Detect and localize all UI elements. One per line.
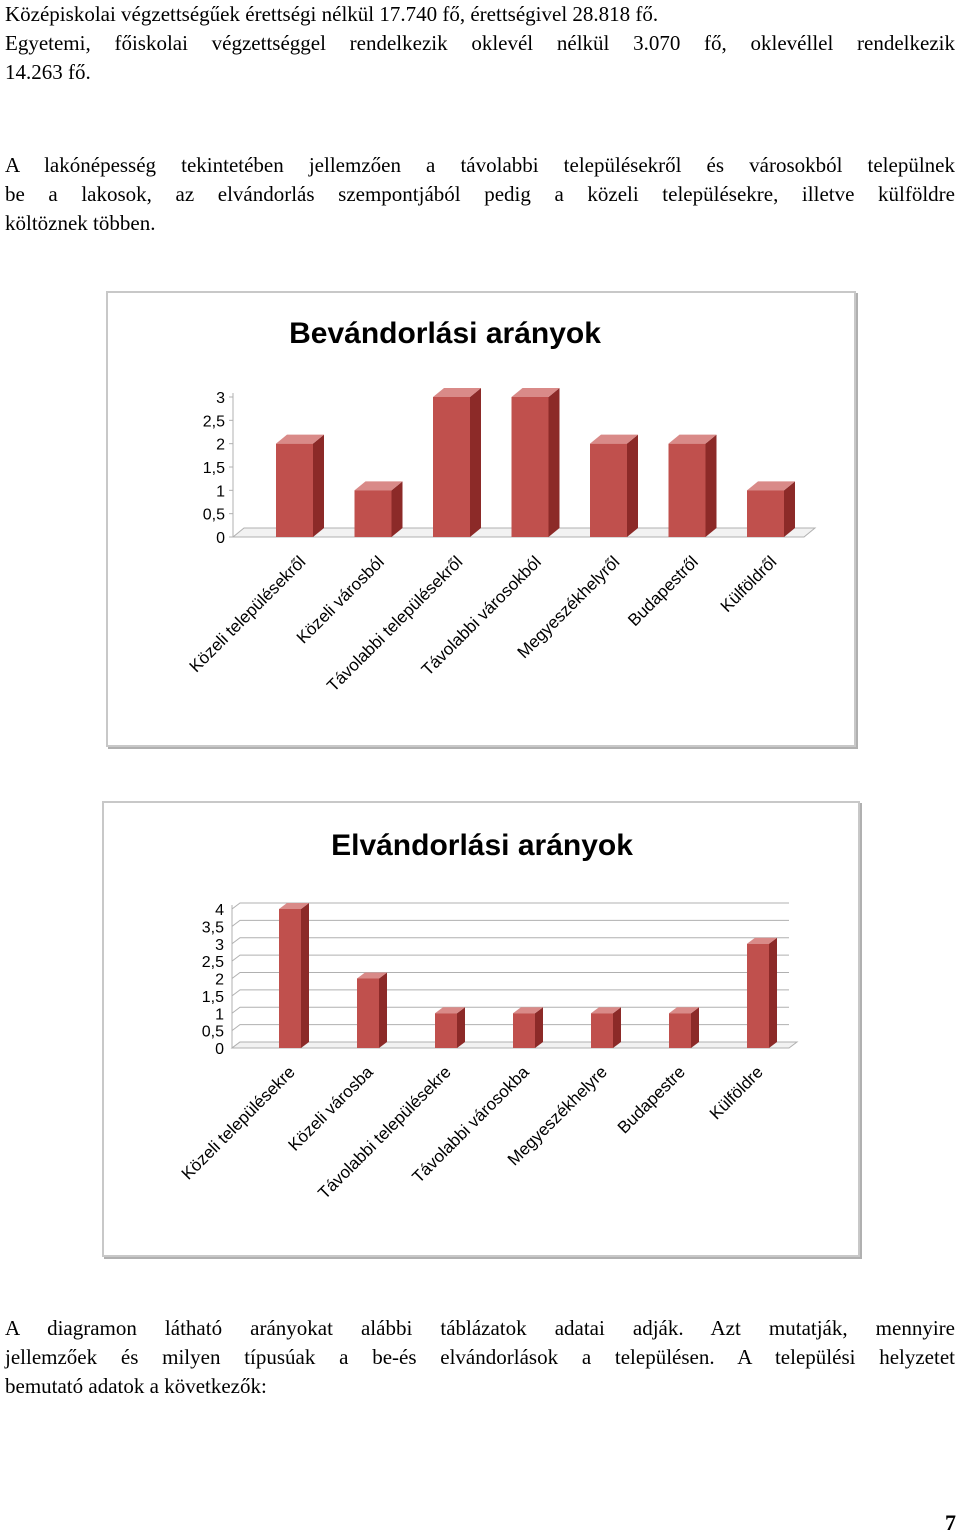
text-line: jellemzőek és milyen típusúak a be-és el… [5, 1345, 955, 1369]
text-line: 14.263 fő. [5, 60, 91, 84]
text-line: Középiskolai végzettségűek érettségi nél… [5, 2, 659, 26]
chart-title: Elvándorlási arányok [331, 829, 633, 862]
bar-side [313, 434, 324, 537]
bar [513, 1013, 535, 1048]
page-number: 7 [945, 1510, 956, 1535]
y-tick-label: 3 [216, 390, 225, 407]
gridline [231, 1024, 789, 1032]
bar [279, 909, 301, 1048]
text-line: A lakónépesség tekintetében jellemzően a… [5, 153, 955, 177]
y-tick-label: 0 [215, 1041, 224, 1058]
y-tick-label: 3,5 [202, 919, 224, 936]
bar [357, 978, 379, 1048]
bar-side [301, 903, 309, 1048]
tables-intro-paragraph: A diagramon látható arányokat alábbi táb… [5, 1314, 955, 1401]
emigration-chart: Elvándorlási arányok 0 0,5 1 1,5 2 2,5 3 3,5 4 Kö… [102, 801, 860, 1257]
y-tick-label: 1,5 [202, 989, 224, 1006]
y-tick-label: 0 [216, 530, 225, 547]
category-label: Közeli településekre [178, 1062, 299, 1183]
bar [747, 490, 784, 537]
gridline [231, 937, 789, 945]
bar [435, 1013, 457, 1048]
category-label: Budapestre [614, 1062, 689, 1137]
bar-top [276, 434, 324, 444]
y-tick-label: 4 [215, 902, 224, 919]
education-paragraph: Középiskolai végzettségűek érettségi nél… [5, 0, 955, 87]
y-tick-label: 0,5 [203, 507, 225, 524]
y-tick-label: 1,5 [203, 460, 225, 477]
bar-top [590, 434, 638, 444]
text-line: A diagramon látható arányokat alábbi táb… [5, 1316, 955, 1340]
bar [511, 397, 549, 537]
bar-side [470, 388, 481, 537]
bar-side [548, 388, 560, 537]
bar [354, 490, 392, 537]
bar-side [535, 1007, 543, 1048]
bar [433, 397, 470, 537]
category-label: Távolabbi településekről [323, 552, 466, 695]
immigration-chart: Bevándorlási arányok 0 0,5 1 1,5 2 2,5 3 Közeli… [106, 291, 856, 747]
text-line: költöznek többen. [5, 211, 156, 235]
text-line: be a lakosok, az elvándorlás szempontjáb… [5, 182, 955, 206]
bar-top [511, 388, 560, 397]
bar-top [747, 481, 795, 491]
y-tick-label: 2,5 [203, 413, 225, 430]
bar [590, 443, 627, 537]
bar-side [457, 1007, 465, 1048]
bar-side [627, 434, 638, 537]
y-tick-label: 2 [215, 972, 224, 989]
bar-side [784, 481, 795, 537]
bar-top [357, 972, 387, 979]
bar [276, 443, 313, 537]
immigration-chart-svg: Bevándorlási arányok 0 0,5 1 1,5 2 2,5 3 Közeli… [186, 317, 817, 695]
bar-top [279, 903, 309, 909]
bar-side [391, 481, 403, 537]
category-label: Külföldre [706, 1062, 767, 1123]
y-tick-label: 3 [215, 937, 224, 954]
bar-top [433, 388, 481, 397]
category-label: Külföldről [717, 552, 781, 616]
bar-top [669, 1007, 699, 1014]
gridline [231, 919, 789, 927]
bar-top [747, 937, 777, 944]
chart-title: Bevándorlási arányok [289, 317, 601, 350]
text-line: Egyetemi, főiskolai végzettséggel rendel… [5, 31, 955, 55]
emigration-chart-svg: Elvándorlási arányok 00,511,522,533,54 Kö… [178, 829, 799, 1203]
bar-top [435, 1007, 465, 1014]
y-tick-label: 2,5 [202, 954, 224, 971]
gridline [231, 902, 789, 910]
category-label: Távolabbi településekre [314, 1062, 454, 1202]
bar-side [613, 1007, 621, 1048]
bar-side [379, 972, 387, 1048]
bar [669, 1013, 691, 1048]
bar [591, 1013, 613, 1048]
bar-side [769, 937, 777, 1048]
gridline [231, 954, 789, 962]
bar-top [591, 1007, 621, 1014]
gridline [231, 989, 789, 997]
y-tick-label: 2 [216, 437, 225, 454]
bar-top [668, 434, 717, 444]
bar-top [354, 481, 403, 491]
bar [668, 443, 706, 537]
y-tick-label: 1 [215, 1006, 224, 1023]
text-line: bemutató adatok a következők: [5, 1374, 267, 1398]
bar [747, 943, 769, 1048]
gridline [231, 972, 789, 979]
y-tick-label: 1 [216, 483, 225, 500]
population-paragraph: A lakónépesség tekintetében jellemzően a… [5, 151, 955, 238]
bar-side [691, 1007, 699, 1048]
category-label: Közeli településekről [186, 552, 310, 676]
bar-top [513, 1007, 543, 1014]
y-tick-label: 0,5 [202, 1024, 224, 1041]
gridline [231, 1006, 789, 1014]
bar-side [705, 434, 717, 537]
category-label: Budapestről [624, 552, 702, 630]
